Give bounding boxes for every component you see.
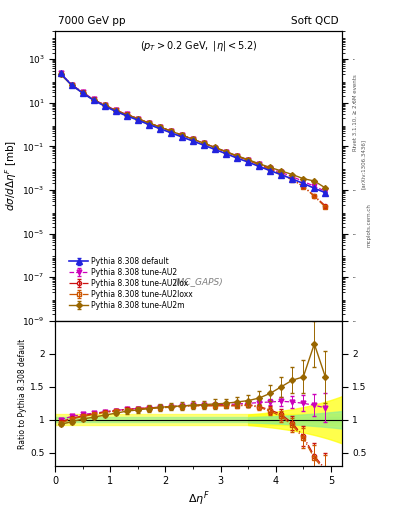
Text: Rivet 3.1.10, ≥ 2.6M events: Rivet 3.1.10, ≥ 2.6M events (353, 74, 358, 151)
Text: $(p_T > 0.2\ \mathrm{GeV},\ |\eta| < 5.2)$: $(p_T > 0.2\ \mathrm{GeV},\ |\eta| < 5.2… (140, 39, 257, 53)
Text: [arXiv:1306.3436]: [arXiv:1306.3436] (361, 139, 366, 189)
Text: 7000 GeV pp: 7000 GeV pp (58, 16, 125, 27)
Y-axis label: $d\sigma/d\Delta\eta^F$ [mb]: $d\sigma/d\Delta\eta^F$ [mb] (4, 140, 19, 211)
Y-axis label: Ratio to Pythia 8.308 default: Ratio to Pythia 8.308 default (18, 338, 28, 449)
Text: Soft QCD: Soft QCD (292, 16, 339, 27)
Text: mcplots.cern.ch: mcplots.cern.ch (367, 203, 372, 247)
X-axis label: $\Delta\eta^F$: $\Delta\eta^F$ (187, 489, 209, 508)
Text: (MC_GAPS): (MC_GAPS) (174, 277, 223, 286)
Legend: Pythia 8.308 default, Pythia 8.308 tune-AU2, Pythia 8.308 tune-AU2lox, Pythia 8.: Pythia 8.308 default, Pythia 8.308 tune-… (68, 255, 195, 311)
